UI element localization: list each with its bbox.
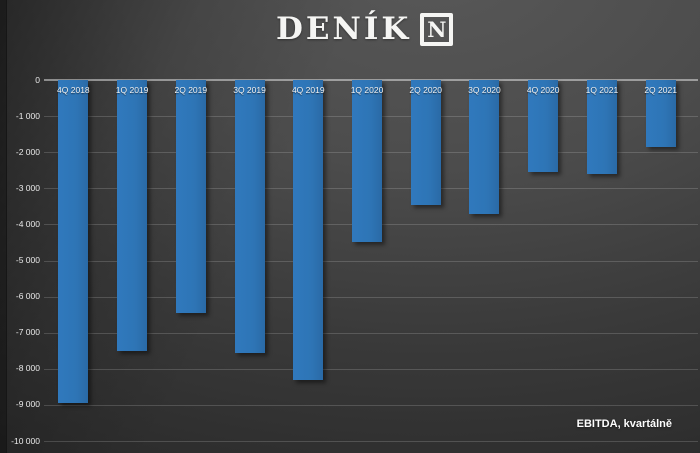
bar-2q-2019	[175, 80, 206, 313]
y-tick-label: -6 000	[15, 291, 40, 302]
y-tick-label: -5 000	[15, 255, 40, 265]
bar-label: 4Q 2019	[291, 85, 325, 95]
y-tick-label: -9 000	[15, 399, 40, 410]
gridline	[44, 404, 698, 406]
y-tick-label: -4 000	[15, 218, 40, 229]
bar-3q-2020	[469, 80, 500, 214]
bar-label: 3Q 2020	[468, 85, 501, 95]
chart-annotation: EBITDA, kvartálně	[576, 418, 672, 430]
gridline	[44, 296, 698, 298]
bar-label: 2Q 2021	[644, 85, 677, 95]
left-edge-strip	[0, 0, 7, 453]
logo-n-icon: N	[420, 12, 454, 46]
bar-4q-2020	[528, 80, 559, 173]
gridline	[44, 260, 698, 262]
bar-label: 1Q 2020	[350, 85, 384, 95]
bar-1q-2021	[586, 80, 617, 174]
y-tick-label: -10 000	[11, 435, 40, 446]
bar-label: 2Q 2019	[174, 85, 208, 95]
gridline	[44, 368, 698, 370]
bar-1q-2020	[352, 80, 382, 243]
bar-4q-2019	[293, 80, 324, 380]
bar-1q-2019	[117, 80, 148, 351]
bar-2q-2020	[410, 80, 441, 205]
bar-label: 3Q 2019	[233, 85, 266, 95]
bar-4q-2018	[58, 80, 89, 404]
y-tick-label: -7 000	[15, 327, 40, 338]
gridline	[44, 332, 698, 334]
y-tick-label: -8 000	[15, 363, 40, 374]
bar-label: 1Q 2021	[585, 85, 619, 95]
bar-label: 4Q 2018	[57, 85, 90, 95]
y-tick-label: -1 000	[15, 110, 40, 121]
bar-3q-2019	[234, 80, 265, 353]
y-tick-label: 0	[35, 74, 40, 85]
y-tick-label: -3 000	[15, 182, 40, 193]
bar-label: 2Q 2020	[409, 85, 443, 95]
logo-wordmark: DENÍK	[276, 10, 412, 47]
bar-label: 4Q 2020	[526, 85, 560, 95]
bar-2q-2021	[645, 80, 676, 147]
y-tick-label: -2 000	[15, 146, 40, 157]
denik-n-logo: DENÍK N	[276, 10, 454, 48]
gridline	[44, 441, 698, 442]
bar-label: 1Q 2019	[115, 85, 149, 95]
